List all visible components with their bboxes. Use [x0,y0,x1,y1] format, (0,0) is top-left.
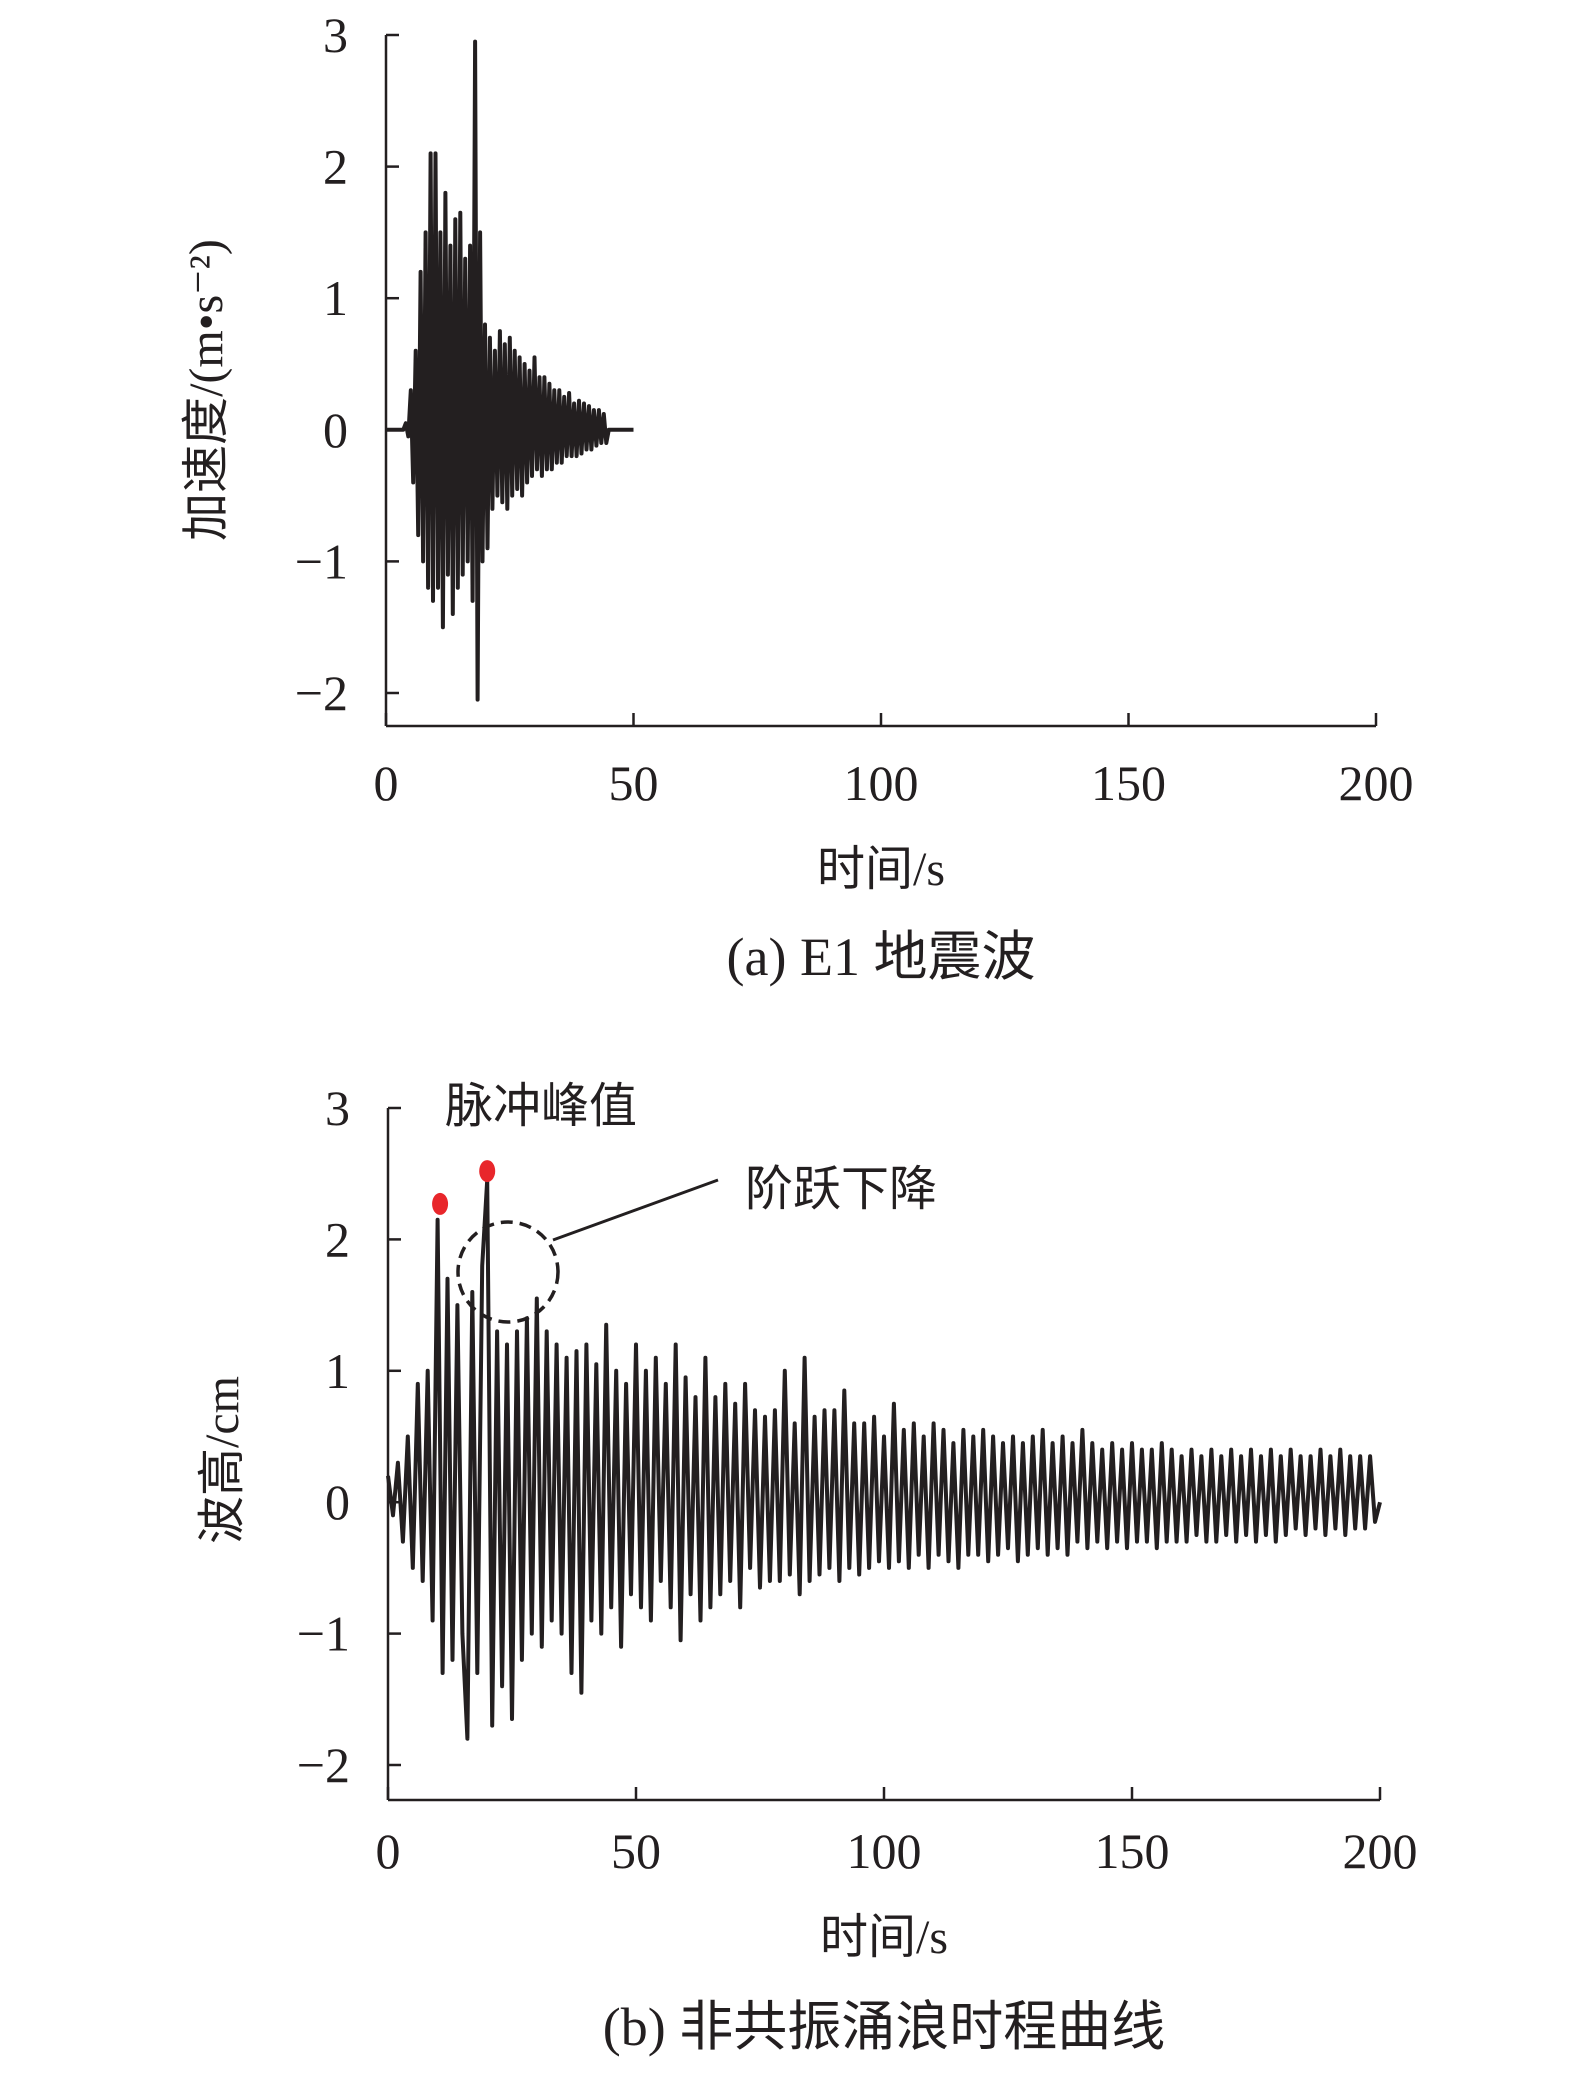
x-tick-label: 150 [1095,1823,1170,1879]
peak-marker [479,1160,496,1183]
x-tick-label: 100 [844,755,919,811]
x-tick-label: 200 [1343,1823,1418,1879]
x-tick-label: 150 [1091,755,1166,811]
x-tick-label: 50 [611,1823,661,1879]
step-drop-annotation-label: 阶跃下降 [745,1163,937,1216]
chart-caption: (b) 非共振涌浪时程曲线 [603,1997,1165,2057]
y-tick-label: 3 [323,7,348,63]
y-tick-label: −2 [295,665,348,721]
series-line [386,1178,1382,1741]
x-tick-label: 100 [847,1823,922,1879]
chart-caption: (a) E1 地震波 [727,927,1036,987]
peak-marker [432,1192,449,1215]
y-axis-label: 加速度/(m•s⁻²) [180,239,233,541]
series-line [386,39,634,702]
x-tick-label: 0 [374,755,399,811]
step-drop-circle [456,1220,560,1324]
peak-annotation-label: 脉冲峰值 [445,1080,637,1133]
y-tick-label: 1 [323,270,348,326]
step-drop-leader-line [552,1178,719,1242]
y-tick-label: 1 [325,1343,350,1399]
y-tick-label: 2 [323,139,348,195]
y-tick-label: −1 [295,533,348,589]
y-tick-label: −1 [297,1606,350,1662]
x-tick-label: 200 [1339,755,1414,811]
x-tick-label: 0 [376,1823,401,1879]
chart-b-surge-time-history: 3 2 1 0 −1 −2 0 50 100 150 200 时间/s 波高/cm (b) 非共振涌浪时程… [196,1080,1418,2057]
x-axis-label: 时间/s [817,843,945,896]
y-tick-label: 0 [325,1474,350,1530]
chart-a-e1-seismic-wave: 3 2 1 0 −1 −2 0 50 100 150 200 时间/s 加速度/(m•s⁻²) (a) E… [180,7,1414,987]
y-tick-label: 2 [325,1211,350,1267]
x-axis-label: 时间/s [820,1911,948,1964]
y-tick-label: 0 [323,402,348,458]
y-tick-label: −2 [297,1737,350,1793]
y-axis-label: 波高/cm [196,1376,249,1544]
x-tick-label: 50 [609,755,659,811]
y-tick-label: 3 [325,1080,350,1136]
